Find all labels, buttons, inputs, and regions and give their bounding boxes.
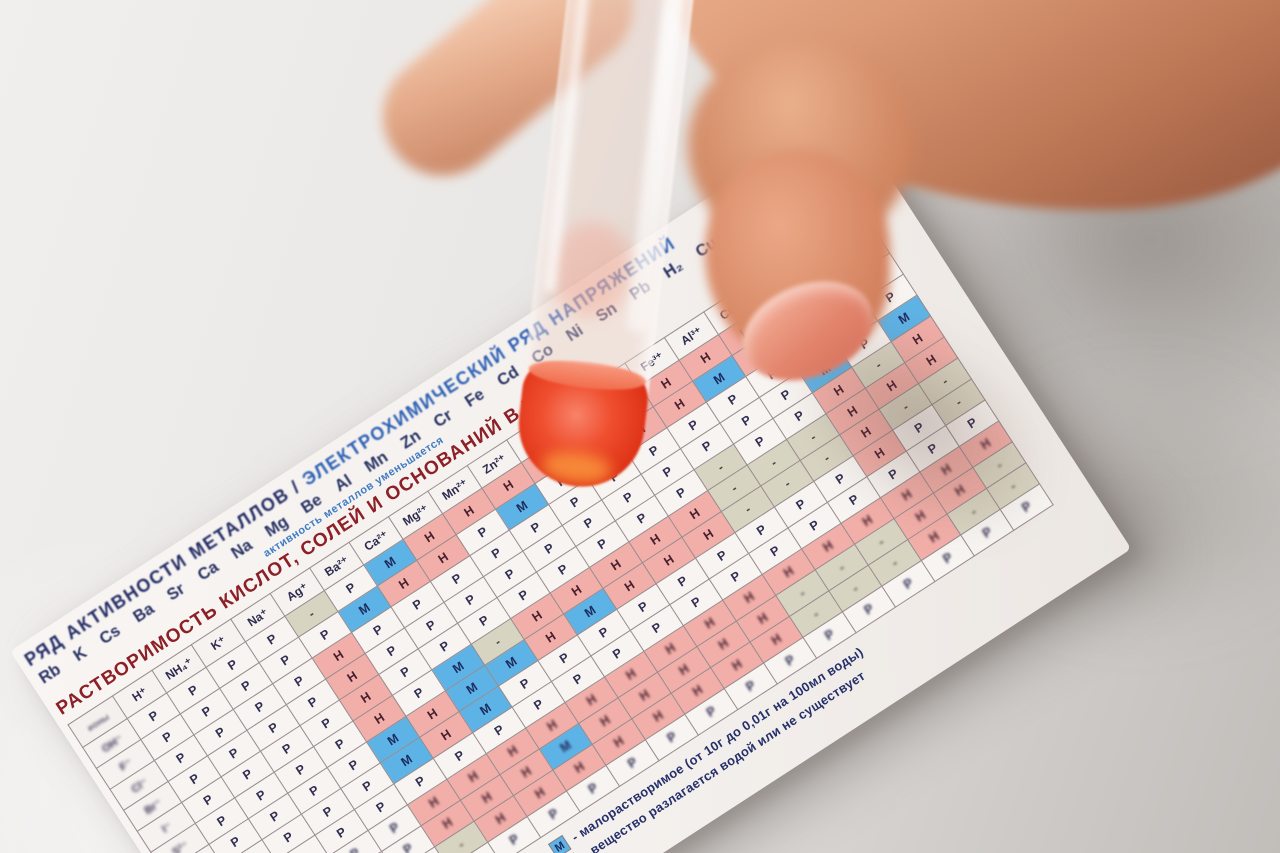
- metal-symbol: Sr: [163, 579, 189, 605]
- metal-symbol: Rb: [35, 660, 65, 688]
- metal-symbol: Ca: [194, 557, 222, 585]
- legend-swatch-M: М: [547, 834, 572, 853]
- metal-symbol: K: [70, 643, 91, 666]
- metal-symbol: Ba: [130, 599, 158, 627]
- metal-symbol: Na: [228, 536, 256, 563]
- metal-symbol: Cs: [96, 621, 124, 649]
